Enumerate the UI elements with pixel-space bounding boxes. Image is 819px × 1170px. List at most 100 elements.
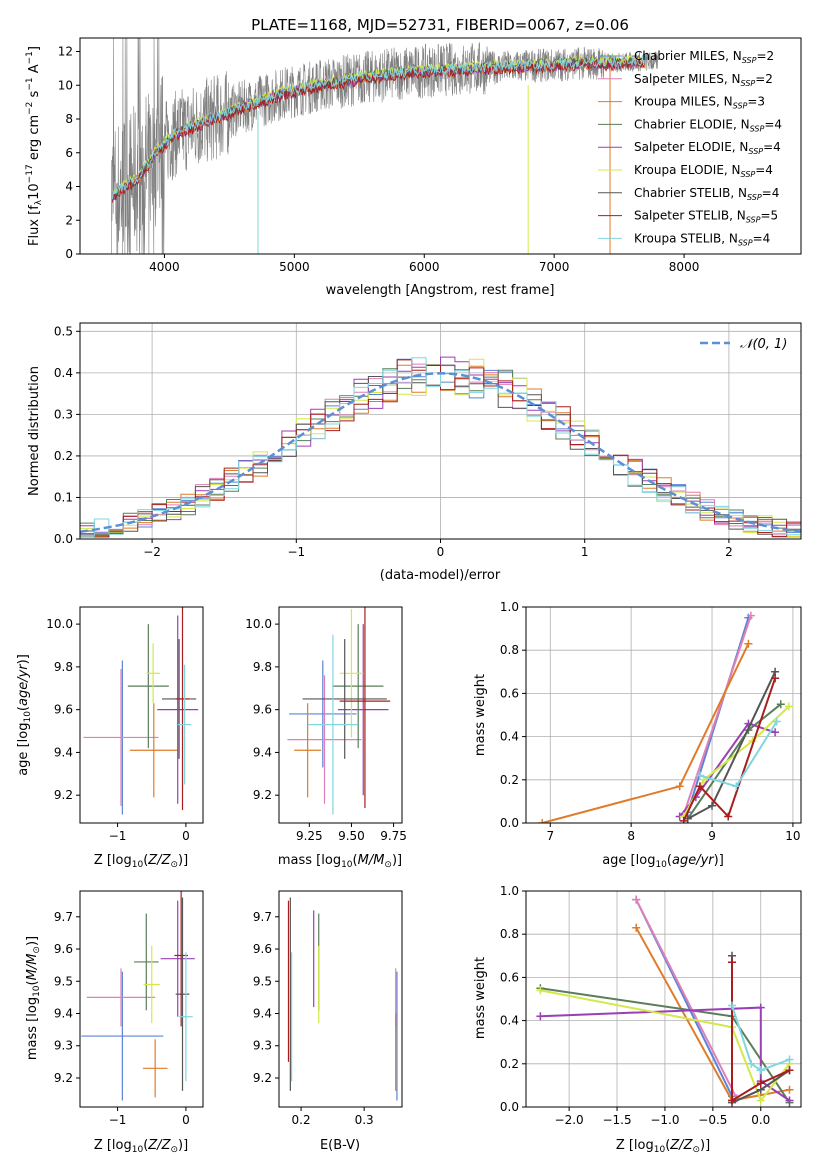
- massweight-vs-age-ylabel: mass weight: [473, 674, 488, 756]
- y-tick-label: 0: [65, 247, 73, 261]
- x-tick-label: 2: [725, 545, 733, 559]
- y-tick-label: 0.3: [54, 407, 73, 421]
- x-tick-label: −1: [109, 1113, 127, 1127]
- massweight-vs-z-ylabel: mass weight: [473, 957, 488, 1039]
- x-tick-label: 1: [581, 545, 589, 559]
- plot-frame: [79, 322, 802, 540]
- plot-frame: [278, 890, 403, 1108]
- y-tick-label: 9.4: [253, 1007, 272, 1021]
- age-vs-z-panel: age [log10(age/yr)] Z [log10(Z/Z⊙)] −1 0 9…: [16, 606, 204, 870]
- series-marker: [776, 700, 785, 709]
- series-line: [540, 989, 791, 1103]
- y-tick-label: 10.0: [245, 617, 272, 631]
- plot-frame: [278, 606, 403, 824]
- series-marker: [785, 1085, 794, 1094]
- massweight-vs-z-xlabel: Z [log10(Z/Z⊙)]: [616, 1138, 710, 1155]
- x-tick-label: −0.5: [698, 1113, 727, 1127]
- series-marker: [728, 1096, 737, 1105]
- series-marker: [732, 782, 741, 791]
- x-tick-label: 9.50: [338, 829, 365, 843]
- massweight-vs-z-panel: mass weight Z [log10(Z/Z⊙)] −2.0 −1.5 −1.0…: [473, 884, 802, 1155]
- series-line: [682, 615, 752, 815]
- y-tick-label: 9.4: [54, 745, 73, 759]
- x-tick-label: 0: [182, 829, 190, 843]
- spectrum-xlabel: wavelength [Angstrom, rest frame]: [326, 283, 555, 298]
- y-tick-label: 0.0: [54, 532, 73, 546]
- spectrum-panel: PLATE=1168, MJD=52731, FIBERID=0067, z=0…: [25, 16, 802, 298]
- y-tick-label: 0.8: [500, 927, 519, 941]
- y-tick-label: 9.2: [54, 788, 73, 802]
- spectrum-title: PLATE=1168, MJD=52731, FIBERID=0067, z=0…: [251, 16, 629, 34]
- massweight-vs-age-xlabel: age [log10(age/yr)]: [602, 853, 724, 870]
- normal-curve: [80, 372, 801, 533]
- legend-entry: 𝒩(0, 1): [740, 337, 787, 352]
- y-tick-label: 8: [65, 112, 73, 126]
- errorbar-plot-area: [81, 891, 195, 1101]
- series-marker: [695, 771, 704, 780]
- legend-entry: Chabrier STELIB, NSSP=4: [634, 186, 779, 202]
- y-tick-label: 9.5: [54, 974, 73, 988]
- x-tick-label: 6000: [409, 260, 440, 274]
- y-tick-label: 9.6: [253, 942, 272, 956]
- y-tick-label: 6: [65, 146, 73, 160]
- series-marker: [675, 782, 684, 791]
- plot-frame: [79, 890, 204, 1108]
- series-marker: [679, 816, 688, 823]
- age-vs-mass-xlabel: mass [log10(M/M⊙)]: [278, 853, 402, 870]
- series-marker: [744, 639, 753, 648]
- y-tick-label: 12: [58, 45, 73, 59]
- series-marker: [772, 717, 781, 726]
- y-tick-label: 0.2: [500, 1057, 519, 1071]
- x-tick-label: 0: [182, 1113, 190, 1127]
- series-line: [731, 1005, 790, 1072]
- y-tick-label: 0.6: [500, 970, 519, 984]
- y-tick-label: 0.4: [500, 730, 519, 744]
- y-tick-label: 10: [58, 78, 73, 92]
- x-tick-label: 0.3: [355, 1113, 374, 1127]
- errorbar-plot-area: [287, 607, 391, 815]
- x-tick-label: −2: [143, 545, 161, 559]
- series-marker: [785, 1066, 794, 1075]
- x-tick-label: 0.0: [751, 1113, 770, 1127]
- series-marker: [756, 1066, 765, 1075]
- y-tick-label: 9.2: [253, 788, 272, 802]
- y-tick-label: 0.4: [54, 366, 73, 380]
- errorbar-plot-area: [287, 897, 398, 1101]
- mass-vs-z-panel: mass [log10(M/M⊙)] Z [log10(Z/Z⊙)] −1 0 9.…: [25, 890, 204, 1155]
- y-tick-label: 2: [65, 213, 73, 227]
- y-tick-label: 9.5: [253, 974, 272, 988]
- x-tick-label: 7000: [539, 260, 570, 274]
- series-marker: [632, 895, 641, 904]
- y-tick-label: 9.6: [54, 942, 73, 956]
- spectrum-plot-area: [111, 38, 659, 254]
- x-tick-label: 4000: [149, 260, 180, 274]
- series-marker: [756, 1096, 765, 1105]
- model-spectrum-line: [112, 55, 646, 200]
- series-marker: [708, 801, 717, 810]
- y-tick-label: 0.4: [500, 1014, 519, 1028]
- series-marker: [746, 611, 755, 620]
- x-tick-label: −1.0: [650, 1113, 679, 1127]
- y-tick-label: 4: [65, 180, 73, 194]
- age-vs-z-ylabel: age [log10(age/yr)]: [16, 654, 33, 776]
- series-line: [731, 962, 790, 1103]
- y-tick-label: 0.6: [500, 686, 519, 700]
- series-marker: [724, 812, 733, 821]
- y-tick-label: 9.3: [54, 1039, 73, 1053]
- x-tick-label: 9: [708, 829, 716, 843]
- plot-frame: [79, 606, 204, 824]
- x-tick-label: 7: [546, 829, 554, 843]
- x-tick-label: 8: [627, 829, 635, 843]
- series-marker: [747, 1059, 756, 1068]
- x-tick-label: 0.2: [292, 1113, 311, 1127]
- legend-entry: Kroupa MILES, NSSP=3: [634, 95, 765, 111]
- y-tick-label: 0.8: [500, 643, 519, 657]
- series-marker: [536, 1012, 545, 1021]
- series-marker: [785, 1096, 794, 1105]
- y-tick-label: 0.2: [54, 449, 73, 463]
- y-tick-label: 9.7: [253, 910, 272, 924]
- legend-entry: Chabrier ELODIE, NSSP=4: [634, 117, 782, 133]
- y-tick-label: 0.0: [500, 816, 519, 830]
- x-tick-label: −1: [287, 545, 305, 559]
